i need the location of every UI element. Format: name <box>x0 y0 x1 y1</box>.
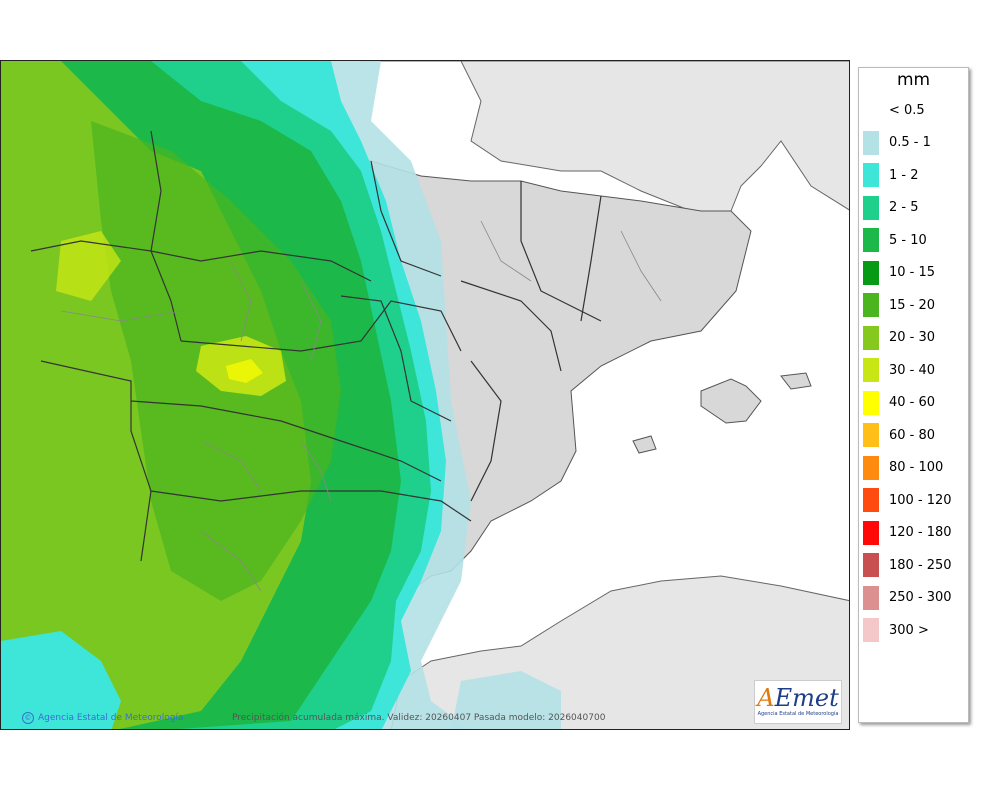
precip-0-5-1-sea <box>451 671 561 729</box>
map-svg <box>1 61 849 729</box>
legend-unit: mm <box>896 70 931 90</box>
legend-swatch <box>863 390 879 415</box>
legend-item: 1 - 2 <box>863 163 919 187</box>
legend-item: 0.5 - 1 <box>863 130 931 155</box>
legend-item: 20 - 30 <box>863 325 936 350</box>
legend-swatch <box>863 455 879 480</box>
legend-item: 180 - 250 <box>863 553 952 577</box>
legend-swatch <box>863 618 879 642</box>
legend-swatch <box>863 163 879 187</box>
logo-mark: AEmet <box>757 684 839 712</box>
legend-item: 300 > <box>863 618 929 642</box>
legend-label: 300 > <box>889 622 929 638</box>
legend-swatch <box>863 293 879 317</box>
legend-label: 5 - 10 <box>889 232 927 248</box>
credit-text: Agencia Estatal de Meteorología <box>38 713 184 723</box>
legend-label: 100 - 120 <box>889 492 952 508</box>
legend-swatch <box>863 325 879 350</box>
legend-label: 0.5 - 1 <box>889 135 931 150</box>
legend-swatch <box>863 98 879 122</box>
legend-swatch <box>863 358 879 382</box>
legend-item: 2 - 5 <box>863 195 919 220</box>
legend-label: 2 - 5 <box>889 200 919 215</box>
mallorca <box>700 378 762 424</box>
precipitation-map[interactable] <box>0 60 850 730</box>
legend-item: 60 - 80 <box>863 423 935 447</box>
legend-label: 120 - 180 <box>889 525 952 540</box>
legend-item: 30 - 40 <box>863 358 935 382</box>
legend-swatch <box>863 553 879 577</box>
legend-item: 5 - 10 <box>863 228 927 252</box>
legend-swatch <box>863 488 879 512</box>
legend-swatch <box>863 130 879 155</box>
legend-label: < 0.5 <box>889 102 925 118</box>
aemet-logo[interactable]: AEmet Agencia Estatal de Meteorología <box>754 680 842 724</box>
legend-label: 30 - 40 <box>889 362 936 378</box>
precipitation-legend: mm < 0.5 0.5 - 1 1 - 2 2 - 5 5 - 10 10 - 15 15… <box>858 67 969 723</box>
legend-swatch <box>863 585 879 610</box>
menorca <box>780 372 812 390</box>
legend-label: 60 - 80 <box>889 427 936 443</box>
legend-item: 100 - 120 <box>863 488 952 512</box>
copyright-icon: © <box>22 712 34 724</box>
legend-item: 15 - 20 <box>863 293 935 317</box>
legend-item: < 0.5 <box>863 98 925 122</box>
precip-1-2-south <box>1 631 121 729</box>
legend-label: 80 - 100 <box>889 460 944 475</box>
ibiza <box>632 435 657 454</box>
legend-swatch <box>863 520 879 545</box>
legend-swatch <box>863 260 879 285</box>
legend-item: 120 - 180 <box>863 520 952 545</box>
map-caption: Precipitación acumulada máxima. Validez:… <box>232 713 606 723</box>
legend-label: 250 - 300 <box>889 590 952 605</box>
legend-item: 250 - 300 <box>863 585 952 610</box>
legend-swatch <box>863 423 879 447</box>
legend-swatch <box>863 195 879 220</box>
region-borders <box>30 130 602 562</box>
legend-label: 20 - 30 <box>889 330 936 345</box>
legend-label: 40 - 60 <box>889 395 936 410</box>
legend-item: 80 - 100 <box>863 455 944 480</box>
legend-item: 10 - 15 <box>863 260 936 285</box>
legend-item: 40 - 60 <box>863 390 936 415</box>
legend-label: 180 - 250 <box>889 557 952 573</box>
legend-swatch <box>863 228 879 252</box>
copyright-credit[interactable]: © Agencia Estatal de Meteorología <box>22 712 184 724</box>
legend-label: 10 - 15 <box>889 265 936 280</box>
legend-label: 15 - 20 <box>889 297 936 313</box>
logo-subtitle: Agencia Estatal de Meteorología <box>757 711 839 717</box>
precip-40-60 <box>226 359 263 383</box>
legend-label: 1 - 2 <box>889 167 919 183</box>
precip-30-40-galicia <box>56 231 121 301</box>
province-borders <box>60 220 662 592</box>
